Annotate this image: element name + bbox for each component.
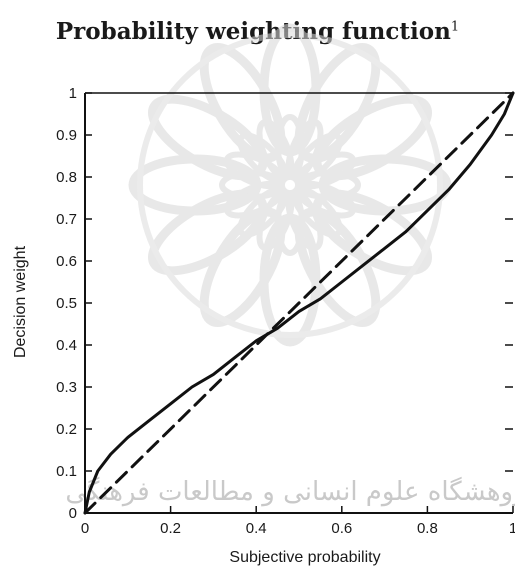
y-axis: 0 0.1 0.2 0.3 0.4 0.5 0.6 0.7 0.8 0.9 1: [56, 85, 513, 522]
y-tick-label: 0.2: [56, 421, 77, 438]
x-axis: 0 0.2 0.4 0.6 0.8 1: [81, 506, 515, 537]
reference-diagonal-line: [83, 91, 515, 515]
watermark-petal: [128, 154, 262, 216]
watermark-ring: [137, 32, 443, 338]
y-tick-label: 0: [69, 505, 77, 522]
series-group: [83, 91, 515, 515]
x-tick-label: 0.2: [160, 520, 181, 537]
x-tick-label: 0.8: [417, 520, 438, 537]
x-axis-label: Subjective probability: [229, 549, 380, 566]
watermark-text: پژوهشگاه علوم انسانی و مطالعات فرهنگی: [65, 476, 515, 507]
watermark-logo: [128, 23, 452, 347]
watermark-inner-petal: [256, 118, 295, 181]
y-tick-label: 0.6: [56, 253, 77, 270]
y-tick-label: 0.9: [56, 127, 77, 144]
title-footnote-marker: 1: [450, 19, 460, 35]
y-tick-label: 1: [69, 85, 77, 102]
y-tick-label: 0.5: [56, 295, 77, 312]
watermark-petal: [199, 42, 286, 163]
y-tick-label: 0.8: [56, 169, 77, 186]
watermark-petal: [259, 213, 321, 347]
y-tick-label: 0.3: [56, 379, 77, 396]
y-tick-label: 0.7: [56, 211, 77, 228]
x-tick-label: 0.4: [246, 520, 267, 537]
x-tick-label: 1: [509, 520, 515, 537]
watermark-petal: [259, 23, 321, 157]
weighting-curve-line: [83, 91, 515, 515]
y-axis-label: Decision weight: [12, 245, 29, 358]
x-tick-label: 0: [81, 520, 89, 537]
x-tick-label: 0.6: [331, 520, 352, 537]
watermark-petal: [318, 154, 452, 216]
y-tick-label: 0.4: [56, 337, 77, 354]
y-tick-label: 0.1: [56, 463, 77, 480]
